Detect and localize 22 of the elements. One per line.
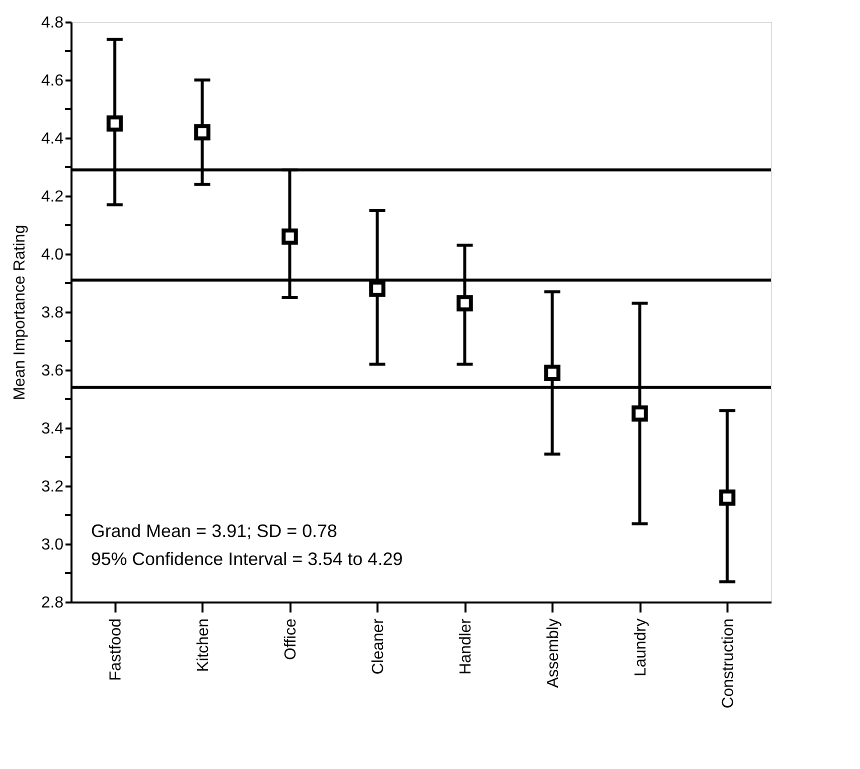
y-tick-label: 3.8 [41,304,64,322]
y-tick-label: 4.4 [41,130,64,148]
x-tick-label: Assembly [544,618,562,688]
x-tick-label: Fastfood [107,618,124,681]
x-tick-label: Laundry [632,618,650,676]
x-tick-label: Handler [457,618,474,675]
y-tick-label: 3.6 [41,362,64,380]
x-tick-label: Kitchen [194,618,212,672]
annotation: Grand Mean = 3.91; SD = 0.78 [91,521,338,541]
y-tick-label: 4.2 [41,188,64,206]
x-tick-label: Office [282,618,300,660]
x-tick-label: Cleaner [370,618,387,675]
annotation: 95% Confidence Interval = 3.54 to 4.29 [91,549,403,569]
y-tick-label: 3.2 [41,478,64,496]
y-tick-label: 4.6 [41,72,64,90]
y-tick-label: 3.0 [41,536,64,554]
x-tick-label: Construction [720,618,737,708]
y-tick-label: 3.4 [41,420,64,438]
y-tick-label: 2.8 [41,594,64,612]
y-tick-label: 4.0 [41,246,64,264]
y-axis-title: Mean Importance Rating [11,224,28,400]
y-tick-label: 4.8 [41,14,64,32]
